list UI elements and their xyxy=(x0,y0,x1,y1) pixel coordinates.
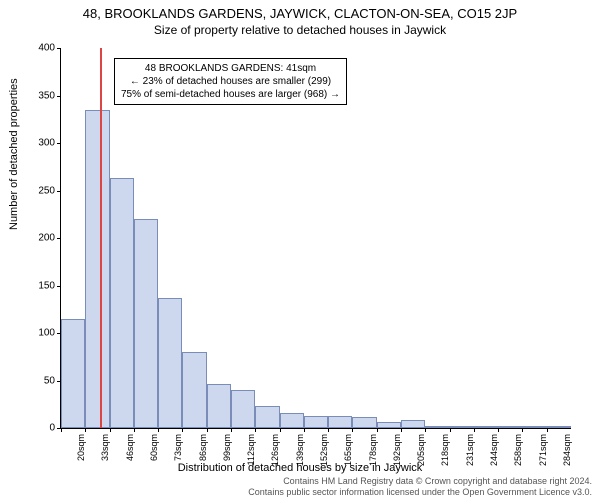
y-tick-label: 350 xyxy=(25,90,55,101)
x-tick-label: 46sqm xyxy=(125,434,135,461)
histogram-bar xyxy=(377,422,401,428)
y-tick-label: 200 xyxy=(25,233,55,244)
footer-line2: Contains public sector information licen… xyxy=(248,487,592,498)
y-axis-label: Number of detached properties xyxy=(8,78,20,230)
histogram-bar xyxy=(547,426,571,428)
histogram-bar xyxy=(280,413,304,428)
annotation-line2: ← 23% of detached houses are smaller (29… xyxy=(121,75,340,88)
histogram-bar xyxy=(401,420,425,428)
y-tick-label: 100 xyxy=(25,328,55,339)
histogram-bar xyxy=(207,384,231,428)
x-tick-label: 86sqm xyxy=(198,434,208,461)
y-tick-label: 400 xyxy=(25,43,55,54)
x-tick-label: 60sqm xyxy=(149,434,159,461)
histogram-bar xyxy=(255,406,279,428)
page-main-title: 48, BROOKLANDS GARDENS, JAYWICK, CLACTON… xyxy=(0,0,600,21)
histogram-bar xyxy=(134,219,158,428)
histogram-bar xyxy=(522,426,546,428)
annotation-line1: 48 BROOKLANDS GARDENS: 41sqm xyxy=(121,62,340,75)
y-tick-label: 150 xyxy=(25,280,55,291)
histogram-bar xyxy=(158,298,182,428)
histogram-bar xyxy=(182,352,206,428)
y-tick-label: 50 xyxy=(25,375,55,386)
histogram-bar xyxy=(110,178,134,428)
x-tick-label: 33sqm xyxy=(100,434,110,461)
x-tick-label: 99sqm xyxy=(222,434,232,461)
x-tick-label: 73sqm xyxy=(173,434,183,461)
y-tick-label: 0 xyxy=(25,423,55,434)
highlight-marker-line xyxy=(100,48,102,428)
histogram-bar xyxy=(352,417,376,428)
annotation-line3: 75% of semi-detached houses are larger (… xyxy=(121,88,340,101)
annotation-callout: 48 BROOKLANDS GARDENS: 41sqm ← 23% of de… xyxy=(114,58,347,105)
footer-credits: Contains HM Land Registry data © Crown c… xyxy=(248,476,592,498)
histogram-bar xyxy=(85,110,109,428)
page-sub-title: Size of property relative to detached ho… xyxy=(0,21,600,37)
histogram-chart: 05010015020025030035040020sqm33sqm46sqm6… xyxy=(60,48,571,429)
histogram-bar xyxy=(328,416,352,428)
histogram-bar xyxy=(425,426,449,428)
y-tick-label: 250 xyxy=(25,185,55,196)
histogram-bar xyxy=(498,426,522,428)
histogram-bar xyxy=(304,416,328,428)
histogram-bar xyxy=(61,319,85,428)
x-tick-label: 20sqm xyxy=(76,434,86,461)
histogram-bar xyxy=(474,426,498,428)
x-tick-label: 112sqm xyxy=(246,434,256,465)
histogram-bar xyxy=(231,390,255,428)
histogram-bar xyxy=(450,426,474,428)
x-axis-label: Distribution of detached houses by size … xyxy=(0,462,600,474)
y-tick-label: 300 xyxy=(25,138,55,149)
footer-line1: Contains HM Land Registry data © Crown c… xyxy=(248,476,592,487)
